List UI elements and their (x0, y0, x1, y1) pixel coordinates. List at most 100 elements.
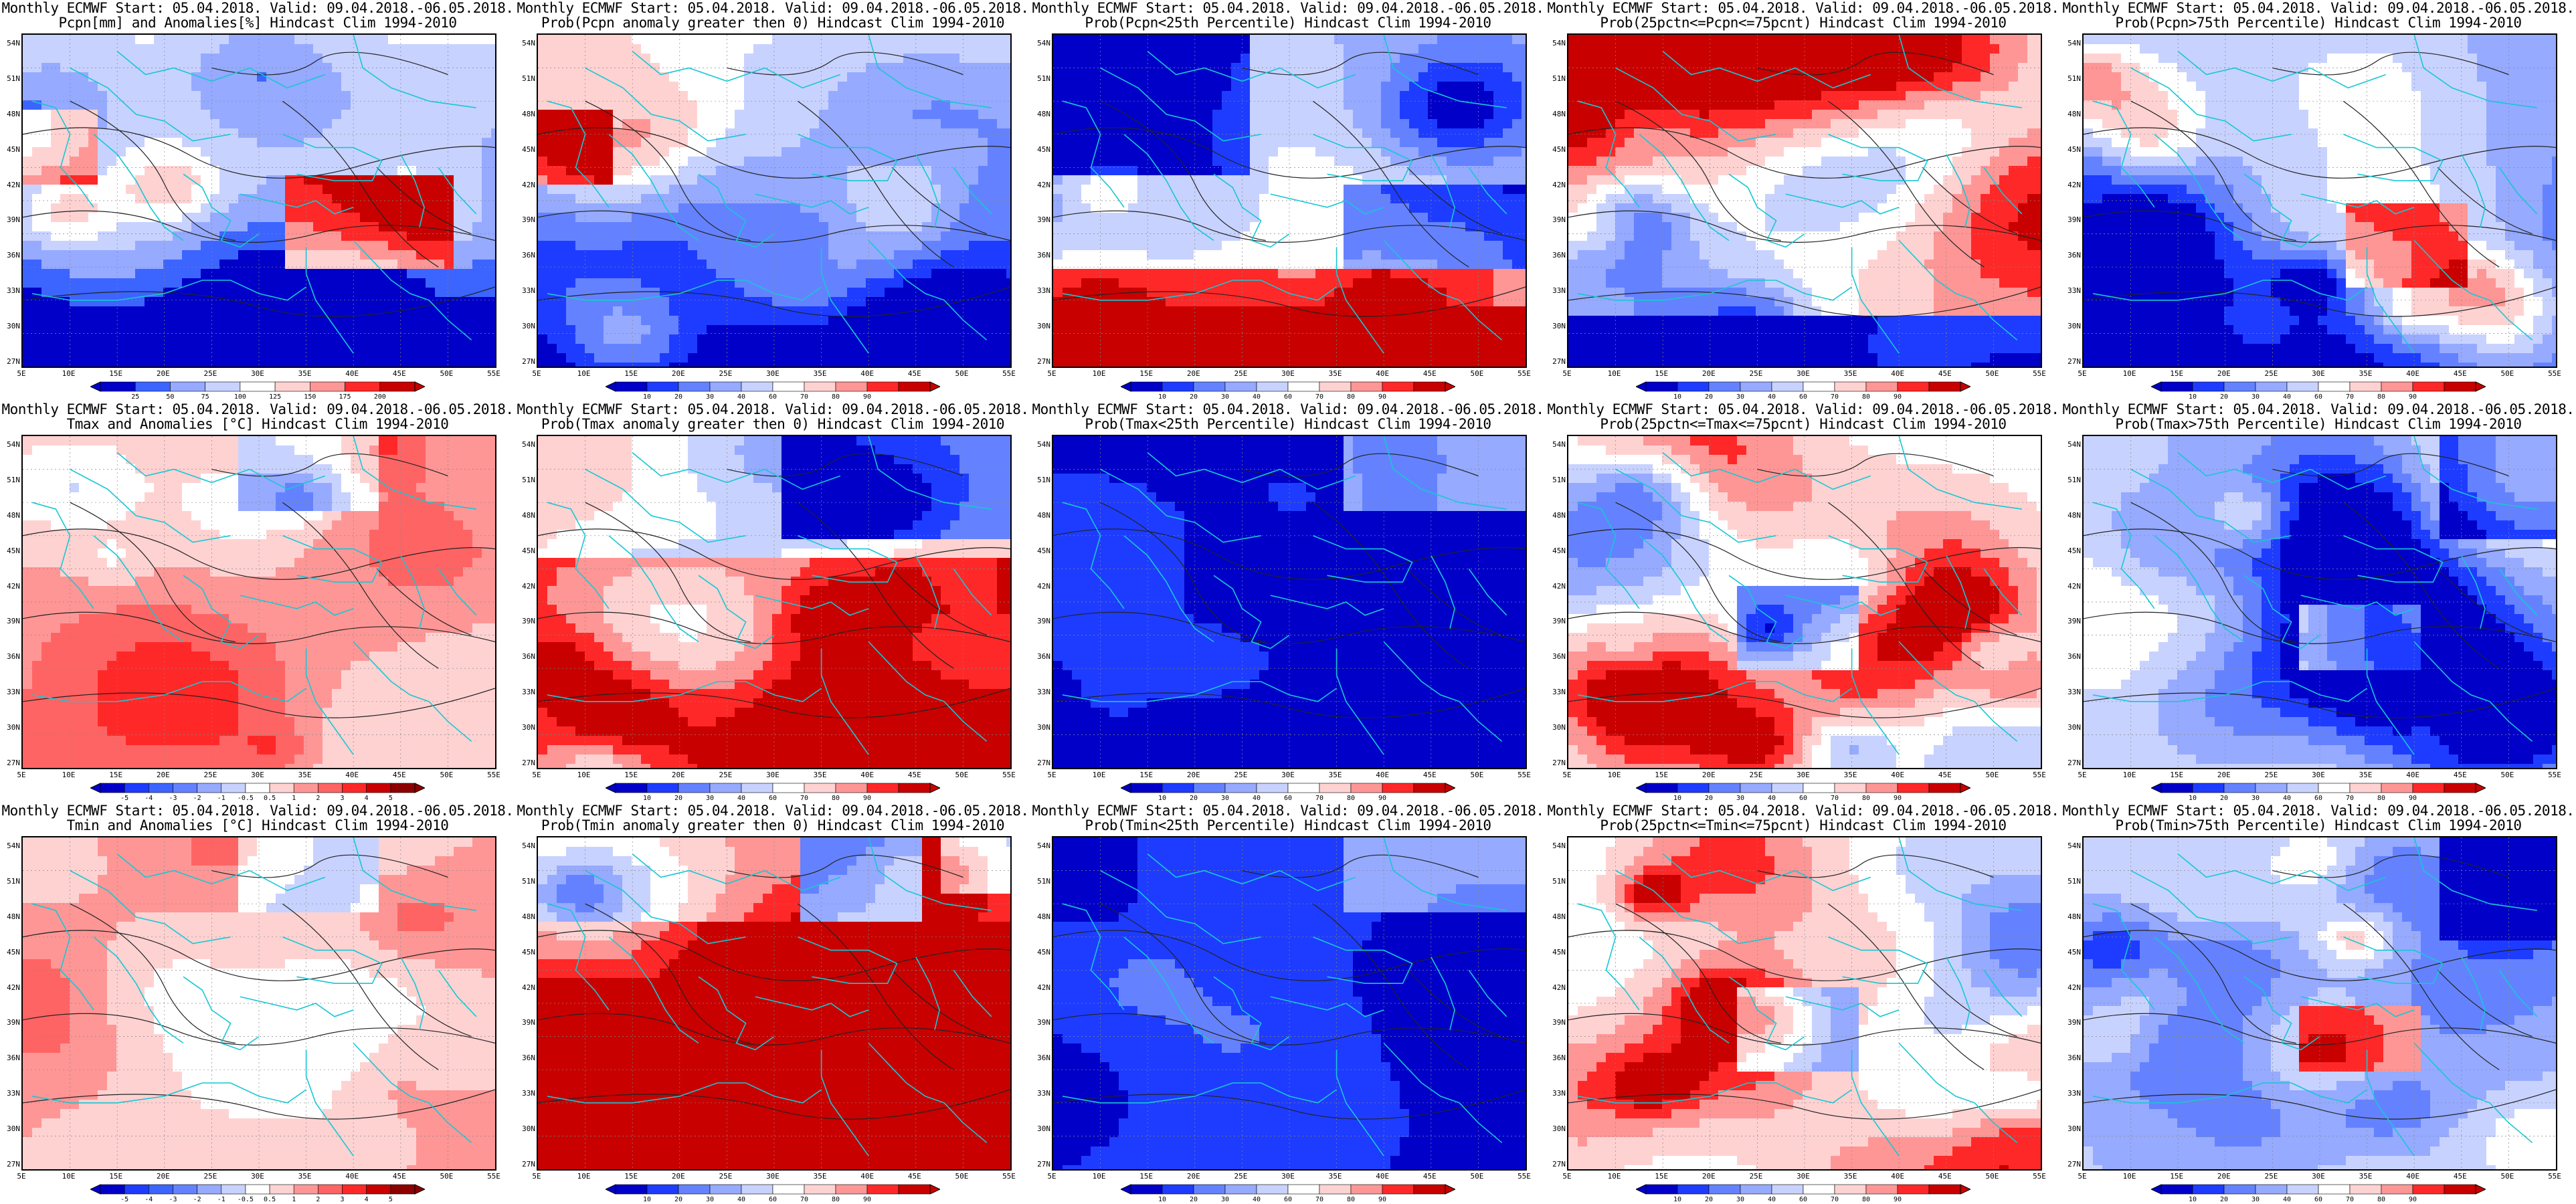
colorbar-tick-label: 5 (389, 1196, 393, 1203)
colorbar-tick-label: 40 (1253, 1196, 1261, 1203)
map-field (1567, 836, 2042, 1171)
lon-tick-label: 25E (203, 1172, 217, 1181)
lat-tick-label: 39N (2062, 1018, 2081, 1027)
lon-tick-label: 10E (1093, 1172, 1106, 1181)
map-panel: Monthly ECMWF Start: 05.04.2018. Valid: … (1546, 0, 2061, 401)
map-panel: Monthly ECMWF Start: 05.04.2018. Valid: … (515, 803, 1030, 1204)
colorbar-tick-label: 80 (2377, 1196, 2385, 1203)
colorbar-tick-label: -4 (145, 1196, 153, 1203)
colorbar-tick-label: 3 (341, 795, 345, 802)
panel-subtitle: Tmax and Anomalies [°C] Hindcast Clim 19… (0, 416, 515, 432)
lat-tick-label: 54N (1547, 841, 1566, 850)
map-field (537, 836, 1012, 1171)
lon-tick-label: 20E (1187, 771, 1200, 779)
lat-tick-label: 36N (1, 251, 20, 260)
colorbar (1636, 381, 1970, 392)
lat-tick-label: 30N (1547, 723, 1566, 732)
lon-tick-label: 40E (860, 771, 874, 779)
lat-tick-label: 36N (1, 652, 20, 661)
lon-tick-label: 15E (109, 369, 122, 378)
panel-title: Monthly ECMWF Start: 05.04.2018. Valid: … (2061, 401, 2576, 417)
colorbar-tick-label: 10 (2189, 795, 2197, 802)
map-panel: Monthly ECMWF Start: 05.04.2018. Valid: … (0, 401, 515, 803)
colorbar-tick-label: 60 (1284, 1196, 1292, 1203)
lat-tick-label: 42N (1032, 582, 1050, 591)
colorbar-tick-label: 30 (2251, 393, 2260, 401)
lon-tick-label: 5E (2078, 1172, 2086, 1181)
map-panel: Monthly ECMWF Start: 05.04.2018. Valid: … (1546, 803, 2061, 1204)
lon-tick-label: 55E (487, 1172, 500, 1181)
colorbar-tick-label: 90 (1378, 393, 1386, 401)
lon-tick-label: 55E (1517, 771, 1531, 779)
lon-tick-label: 55E (487, 771, 500, 779)
lat-tick-label: 54N (1032, 841, 1050, 850)
lon-tick-label: 45E (1938, 369, 1952, 378)
lat-tick-label: 45N (1, 145, 20, 154)
lon-tick-label: 40E (1376, 771, 1389, 779)
panel-title: Monthly ECMWF Start: 05.04.2018. Valid: … (1546, 0, 2061, 16)
colorbar-tick-label: 60 (769, 393, 777, 401)
lon-tick-label: 5E (2078, 771, 2086, 779)
lon-tick-label: 20E (157, 771, 170, 779)
lat-tick-label: 27N (1, 357, 20, 366)
colorbar-tick-label: 80 (832, 795, 840, 802)
colorbar-tick-label: 60 (1799, 1196, 1807, 1203)
shaded-field (1053, 35, 1526, 367)
lat-tick-label: 45N (1032, 948, 1050, 957)
lat-tick-label: 51N (1, 74, 20, 83)
colorbar-tick-label: 60 (769, 795, 777, 802)
map-field (2082, 836, 2557, 1171)
colorbar-tick-label: 90 (1894, 393, 1902, 401)
colorbar-tick-label: 70 (1831, 393, 1839, 401)
map-panel: Monthly ECMWF Start: 05.04.2018. Valid: … (0, 803, 515, 1204)
map-field (21, 836, 496, 1171)
lat-tick-label: 54N (517, 440, 535, 449)
shaded-field (23, 837, 495, 1169)
lon-tick-label: 10E (1093, 771, 1106, 779)
lat-tick-label: 27N (1032, 759, 1050, 767)
lon-tick-label: 45E (908, 771, 921, 779)
lat-tick-label: 42N (1547, 181, 1566, 189)
lon-tick-label: 15E (624, 771, 638, 779)
lat-tick-label: 27N (2062, 759, 2081, 767)
lon-tick-label: 55E (1002, 369, 1016, 378)
lat-tick-label: 39N (517, 1018, 535, 1027)
colorbar-tick-label: 40 (1768, 393, 1776, 401)
panel-subtitle: Prob(25pctn<=Tmax<=75pcnt) Hindcast Clim… (1546, 416, 2061, 432)
shaded-field (2084, 436, 2556, 768)
colorbar-tick-label: -1 (217, 1196, 225, 1203)
lon-tick-label: 50E (1985, 369, 1999, 378)
colorbar-tick-label: 20 (1190, 1196, 1198, 1203)
lon-tick-label: 20E (157, 369, 170, 378)
lat-tick-label: 27N (1547, 1160, 1566, 1169)
lon-tick-label: 25E (2264, 1172, 2278, 1181)
lat-tick-label: 51N (1032, 476, 1050, 484)
lat-tick-label: 36N (2062, 251, 2081, 260)
lat-tick-label: 42N (517, 582, 535, 591)
colorbar (1636, 1184, 1970, 1195)
lat-tick-label: 36N (2062, 652, 2081, 661)
lon-tick-label: 30E (1797, 369, 1810, 378)
lat-tick-label: 39N (1, 215, 20, 224)
lat-tick-label: 45N (2062, 546, 2081, 555)
colorbar-tick-label: 1 (292, 1196, 296, 1203)
lat-tick-label: 30N (1547, 1124, 1566, 1133)
colorbar-tick-label: 90 (1894, 1196, 1902, 1203)
colorbar-tick-label: 70 (800, 1196, 808, 1203)
lon-tick-label: 10E (1608, 771, 1621, 779)
lon-tick-label: 10E (1608, 1172, 1621, 1181)
colorbar-tick-label: 70 (1831, 1196, 1839, 1203)
lon-tick-label: 10E (62, 771, 76, 779)
colorbar-tick-label: 60 (2314, 1196, 2322, 1203)
lon-tick-label: 15E (2170, 1172, 2183, 1181)
colorbar-tick-label: 80 (1347, 795, 1355, 802)
map-field (1052, 33, 1527, 368)
lon-tick-label: 45E (1423, 771, 1437, 779)
colorbar-tick-label: -2 (193, 1196, 201, 1203)
colorbar-tick-label: -4 (145, 795, 153, 802)
lat-tick-label: 42N (1, 181, 20, 189)
lat-tick-label: 45N (1547, 546, 1566, 555)
lon-tick-label: 45E (393, 1172, 406, 1181)
lon-tick-label: 35E (2359, 771, 2373, 779)
lat-tick-label: 36N (517, 1054, 535, 1062)
